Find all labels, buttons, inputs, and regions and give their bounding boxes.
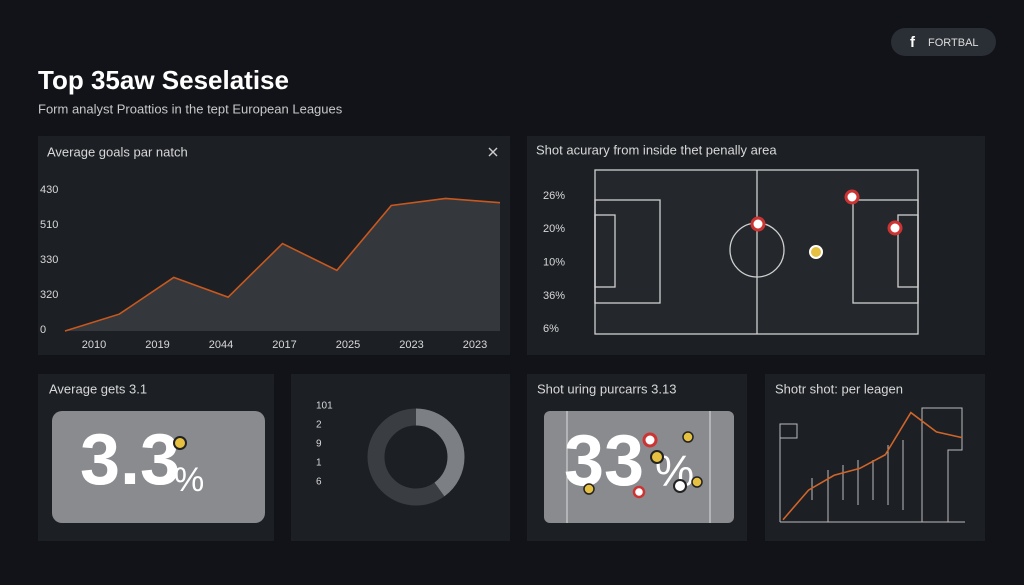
donut-card bbox=[291, 374, 510, 541]
legend-label: 2 bbox=[316, 420, 322, 431]
card-title: Shotr shot: per leagen bbox=[775, 381, 903, 396]
balls bbox=[750, 189, 903, 259]
big-value: 33 bbox=[564, 421, 644, 501]
card-title: Average goals par natch bbox=[47, 144, 188, 159]
frame-line bbox=[779, 423, 798, 522]
goal-box bbox=[897, 214, 919, 288]
ball-icon bbox=[173, 436, 187, 450]
legend-label: 6 bbox=[316, 477, 322, 488]
y-tick-label: 0 bbox=[40, 324, 46, 336]
x-tick-label: 2025 bbox=[336, 339, 360, 351]
page-title: Top 35aw Seselatise bbox=[38, 65, 289, 95]
league-button[interactable]: f FORTBAL bbox=[891, 28, 996, 56]
mini-frame bbox=[779, 407, 965, 523]
card-title: Shot uring purcarrs 3.13 bbox=[537, 381, 676, 396]
legend-label: 1 bbox=[316, 458, 322, 469]
x-tick-label: 2023 bbox=[463, 339, 487, 351]
ball-icon bbox=[809, 245, 823, 259]
x-tick-label: 2017 bbox=[272, 339, 296, 351]
card-title: Average gets 3.1 bbox=[49, 381, 147, 396]
y-tick-label: 26% bbox=[543, 190, 565, 202]
league-card bbox=[765, 374, 985, 541]
ball-icon bbox=[632, 485, 646, 499]
x-tick-label: 2044 bbox=[209, 339, 233, 351]
x-tick-label: 2010 bbox=[82, 339, 106, 351]
big-unit: % bbox=[174, 461, 204, 499]
area bbox=[65, 198, 500, 331]
ball-icon bbox=[682, 431, 694, 443]
y-tick-label: 510 bbox=[40, 219, 58, 231]
frame-line bbox=[921, 407, 963, 522]
ball-icon bbox=[887, 220, 903, 236]
donut-segment bbox=[367, 408, 465, 506]
page-subtitle: Form analyst Proattios in the tept Europ… bbox=[38, 101, 343, 116]
ball-icon bbox=[750, 216, 766, 232]
y-tick-label: 20% bbox=[543, 223, 565, 235]
button-icon[interactable]: f bbox=[910, 34, 916, 51]
y-tick-label: 320 bbox=[40, 289, 58, 301]
ball-icon bbox=[650, 450, 664, 464]
x-tick-label: 2023 bbox=[399, 339, 423, 351]
y-tick-label: 36% bbox=[543, 290, 565, 302]
value-panel bbox=[52, 411, 265, 523]
line bbox=[782, 411, 963, 521]
close-icon[interactable] bbox=[488, 147, 498, 157]
big-value: 3.3 bbox=[80, 420, 180, 500]
button-bg[interactable] bbox=[891, 28, 996, 56]
mini-pitch bbox=[566, 411, 711, 523]
pitch bbox=[594, 169, 919, 335]
button-label[interactable]: FORTBAL bbox=[928, 37, 979, 49]
y-tick-label: 10% bbox=[543, 257, 565, 269]
ball-icon bbox=[642, 432, 658, 448]
legend-label: 9 bbox=[316, 439, 322, 450]
legend-label: 101 bbox=[316, 401, 333, 412]
goal-box bbox=[594, 214, 616, 288]
ball-icon bbox=[583, 483, 595, 495]
ball-icon bbox=[673, 479, 687, 493]
y-tick-label: 430 bbox=[40, 184, 58, 196]
balls bbox=[583, 431, 703, 499]
card-title: Shot acurary from inside thet penally ar… bbox=[536, 142, 777, 157]
ball-icon bbox=[691, 476, 703, 488]
x-tick-label: 2019 bbox=[145, 339, 169, 351]
line bbox=[64, 197, 501, 332]
y-tick-label: 6% bbox=[543, 323, 559, 335]
y-tick-label: 330 bbox=[40, 254, 58, 266]
ball-icon bbox=[844, 189, 860, 205]
close-button[interactable] bbox=[488, 147, 498, 157]
